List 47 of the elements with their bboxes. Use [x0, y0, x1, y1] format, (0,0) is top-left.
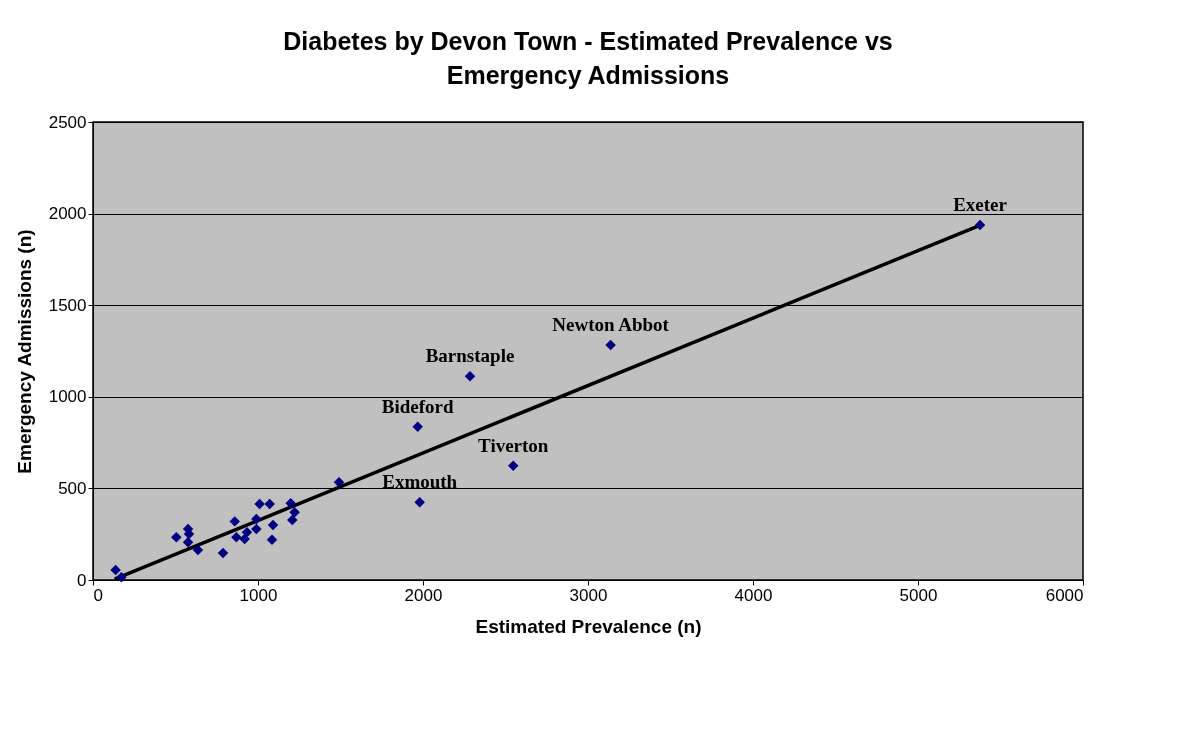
point — [182, 537, 194, 548]
y-tick-label: 1500 — [48, 295, 87, 315]
point — [605, 339, 616, 351]
annotation: Exeter — [953, 193, 1008, 215]
annotation: Tiverton — [478, 434, 549, 456]
y-axis-title: Emergency Admissions (n) — [13, 229, 35, 474]
point — [333, 477, 345, 488]
point — [251, 523, 262, 535]
chart-title: Diabetes by Devon Town - Estimated Prevalence vs Emergency Admissions — [283, 27, 893, 89]
annotation: Barnstaple — [425, 345, 515, 367]
point — [217, 547, 229, 559]
y-tick-label: 1000 — [48, 387, 87, 407]
y-tick-label: 500 — [58, 478, 87, 498]
point — [116, 572, 127, 583]
annotation: Newton Abbot — [552, 313, 670, 335]
point — [414, 497, 425, 508]
point — [229, 516, 240, 527]
point — [192, 544, 204, 556]
point — [110, 564, 121, 576]
point — [171, 532, 182, 543]
y-tick-label: 2000 — [48, 204, 87, 224]
annotation: Bideford — [381, 395, 455, 417]
point — [254, 498, 265, 510]
point — [287, 514, 298, 526]
point — [508, 460, 519, 471]
y-tick-label: 0 — [77, 570, 87, 590]
x-tick-label: 0 — [93, 585, 103, 605]
point — [412, 421, 423, 432]
point — [464, 371, 476, 382]
point — [241, 527, 253, 538]
x-tick-label: 3000 — [569, 585, 608, 605]
x-tick-label: 2000 — [404, 585, 443, 605]
point — [285, 498, 296, 509]
x-tick-label: 4000 — [734, 585, 773, 605]
x-axis-title: Estimated Prevalence (n) — [475, 615, 702, 637]
y-tick-label: 2500 — [48, 112, 87, 132]
point — [264, 498, 275, 510]
x-tick-label: 5000 — [899, 585, 938, 605]
point — [267, 519, 279, 531]
point — [974, 219, 986, 231]
x-tick-label: 1000 — [239, 585, 278, 605]
point — [289, 506, 300, 518]
point — [266, 534, 278, 545]
point — [231, 532, 242, 543]
annotation: Exmouth — [382, 471, 458, 493]
point — [251, 513, 262, 525]
x-tick-label: 6000 — [1045, 585, 1084, 605]
